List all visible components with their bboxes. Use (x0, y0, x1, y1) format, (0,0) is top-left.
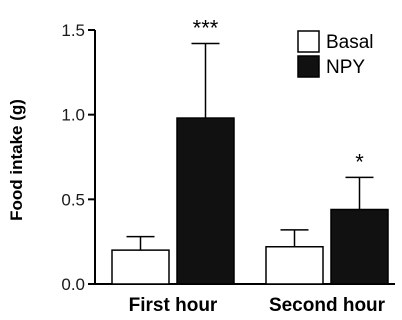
error-bars (126, 42, 374, 251)
y-tick-label: 1.0 (61, 106, 85, 125)
y-tick-label: 0.0 (61, 275, 85, 294)
significance-markers: **** (193, 16, 365, 175)
bars (111, 117, 389, 285)
y-axis-title: Food intake (g) (7, 99, 26, 221)
y-tick-label: 1.5 (61, 21, 85, 40)
legend-swatch-basal (297, 30, 320, 53)
bar-basal (111, 249, 170, 285)
bar-npy (176, 117, 235, 285)
significance-marker: * (355, 149, 364, 174)
bar-npy (330, 208, 389, 285)
x-category-label: Second hour (269, 295, 386, 316)
legend-label-npy: NPY (326, 57, 365, 78)
legend-label-basal: Basal (326, 32, 374, 53)
legend-swatch-npy (297, 55, 320, 78)
legend: Basal NPY (297, 30, 374, 78)
y-tick-label: 0.5 (61, 190, 85, 209)
bar-basal (265, 245, 324, 285)
x-category-label: First hour (129, 295, 218, 316)
significance-marker: *** (193, 16, 219, 41)
